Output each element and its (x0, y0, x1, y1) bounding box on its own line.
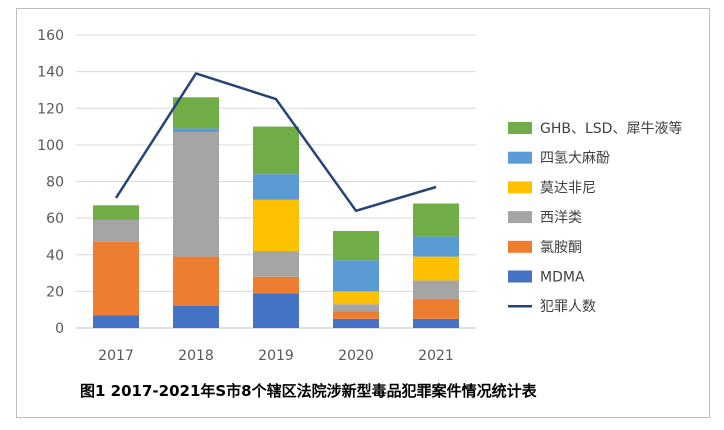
chart-frame (16, 8, 710, 418)
y-tick-label: 20 (46, 284, 64, 300)
bar-segment (173, 306, 219, 328)
bar-segment (253, 276, 299, 294)
x-tick-label: 2019 (258, 348, 294, 364)
bar-segment (413, 280, 459, 299)
legend-swatch (508, 181, 532, 194)
legend-swatch (508, 151, 532, 164)
bar-segment (333, 230, 379, 261)
bar-segment (413, 318, 459, 328)
bar-segment (253, 199, 299, 252)
legend-label: MDMA (540, 270, 585, 286)
bar-segment (93, 241, 139, 316)
bar-segment (93, 315, 139, 328)
y-tick-label: 160 (37, 28, 64, 44)
legend-swatch (508, 240, 532, 253)
bar-segment (93, 205, 139, 220)
bar-segment (413, 298, 459, 319)
bar-segment (333, 291, 379, 305)
bar-segment (93, 219, 139, 242)
x-tick-label: 2018 (178, 348, 214, 364)
bar-segment (173, 132, 219, 257)
bar-segment (333, 304, 379, 312)
legend-swatch (508, 211, 532, 224)
bar-segment (413, 203, 459, 237)
bar-segment (253, 126, 299, 175)
legend-label: 西洋类 (540, 210, 582, 226)
y-tick-label: 140 (37, 65, 64, 81)
bar-segment (173, 128, 219, 133)
x-tick-label: 2020 (338, 348, 374, 364)
legend-label: GHB、LSD、犀牛液等 (540, 120, 682, 137)
y-tick-label: 120 (37, 101, 64, 117)
bar-segment (173, 97, 219, 129)
bar-segment (333, 318, 379, 328)
bar-segment (413, 256, 459, 281)
bar-segment (333, 260, 379, 292)
x-tick-label: 2017 (98, 348, 134, 364)
x-tick-label: 2021 (418, 348, 454, 364)
legend-swatch (508, 270, 532, 283)
legend-label: 四氢大麻酚 (540, 151, 610, 167)
legend-label: 莫达非尼 (540, 180, 596, 196)
chart-title: 图1 2017-2021年S市8个辖区法院涉新型毒品犯罪案件情况统计表 (80, 382, 537, 400)
bar-segment (253, 251, 299, 277)
y-tick-label: 80 (46, 175, 64, 191)
y-tick-label: 60 (46, 211, 64, 227)
bar-segment (413, 236, 459, 257)
bar-segment (253, 174, 299, 200)
y-tick-label: 0 (55, 321, 64, 337)
y-tick-label: 100 (37, 138, 64, 154)
bar-segment (253, 293, 299, 328)
legend-label: 氯胺酮 (540, 240, 582, 256)
legend-swatch (508, 122, 532, 134)
y-tick-label: 40 (46, 248, 64, 264)
bar-segment (173, 256, 219, 307)
bar-segment (333, 311, 379, 319)
legend-label: 犯罪人数 (540, 299, 596, 315)
